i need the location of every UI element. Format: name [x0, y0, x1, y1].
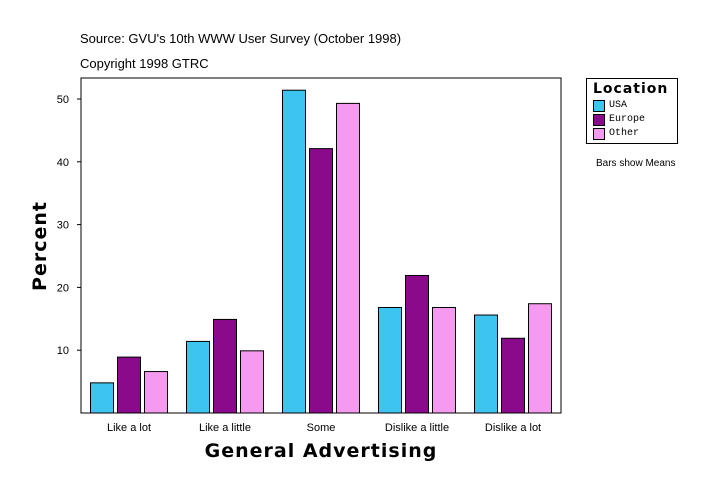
x-tick-label: Dislike a lot — [485, 422, 541, 434]
bar-usa-dislike-a-little — [378, 306, 402, 414]
bar-europe-dislike-a-lot — [501, 337, 525, 414]
legend-title: Location — [593, 81, 669, 97]
legend-item-usa: USA — [593, 99, 627, 112]
source-note: Source: GVU's 10th WWW User Survey (Octo… — [80, 31, 402, 46]
x-tick-label: Like a little — [199, 422, 251, 434]
legend-swatch-other — [593, 127, 605, 140]
bar-other-some — [336, 102, 360, 414]
legend-swatch-europe — [593, 113, 605, 126]
legend-item-europe: Europe — [593, 113, 645, 126]
bar-europe-like-a-little — [213, 318, 237, 414]
bar-europe-some — [309, 148, 333, 414]
legend-item-other: Other — [593, 127, 639, 140]
y-tick-label: 10 — [57, 345, 69, 357]
y-tick-label: 20 — [57, 282, 69, 294]
bar-other-dislike-a-little — [432, 306, 456, 414]
bar-usa-like-a-little — [186, 340, 210, 414]
legend-label-usa: USA — [609, 100, 628, 111]
legend-swatch-usa — [593, 99, 605, 112]
legend-label-other: Other — [609, 128, 640, 139]
x-axis-title: General Advertising — [205, 440, 438, 462]
y-tick-label: 30 — [57, 220, 69, 232]
bar-other-like-a-little — [240, 350, 264, 414]
bar-europe-like-a-lot — [117, 356, 141, 414]
copyright-note: Copyright 1998 GTRC — [80, 56, 209, 71]
legend: Location USA Europe Other — [586, 78, 678, 144]
x-tick-label: Like a lot — [107, 422, 151, 434]
bar-usa-some — [282, 89, 306, 414]
bar-europe-dislike-a-little — [405, 274, 429, 414]
y-tick-label: 40 — [57, 157, 69, 169]
bar-other-like-a-lot — [144, 371, 168, 414]
x-tick-label: Dislike a little — [385, 422, 449, 434]
legend-label-europe: Europe — [609, 114, 646, 125]
y-axis-title: Percent — [29, 201, 51, 291]
bar-other-dislike-a-lot — [528, 303, 552, 414]
y-tick-label: 50 — [57, 94, 69, 106]
bar-usa-like-a-lot — [90, 382, 114, 414]
bars-note: Bars show Means — [596, 158, 676, 169]
bar-usa-dislike-a-lot — [474, 314, 498, 414]
x-tick-label: Some — [307, 422, 336, 434]
